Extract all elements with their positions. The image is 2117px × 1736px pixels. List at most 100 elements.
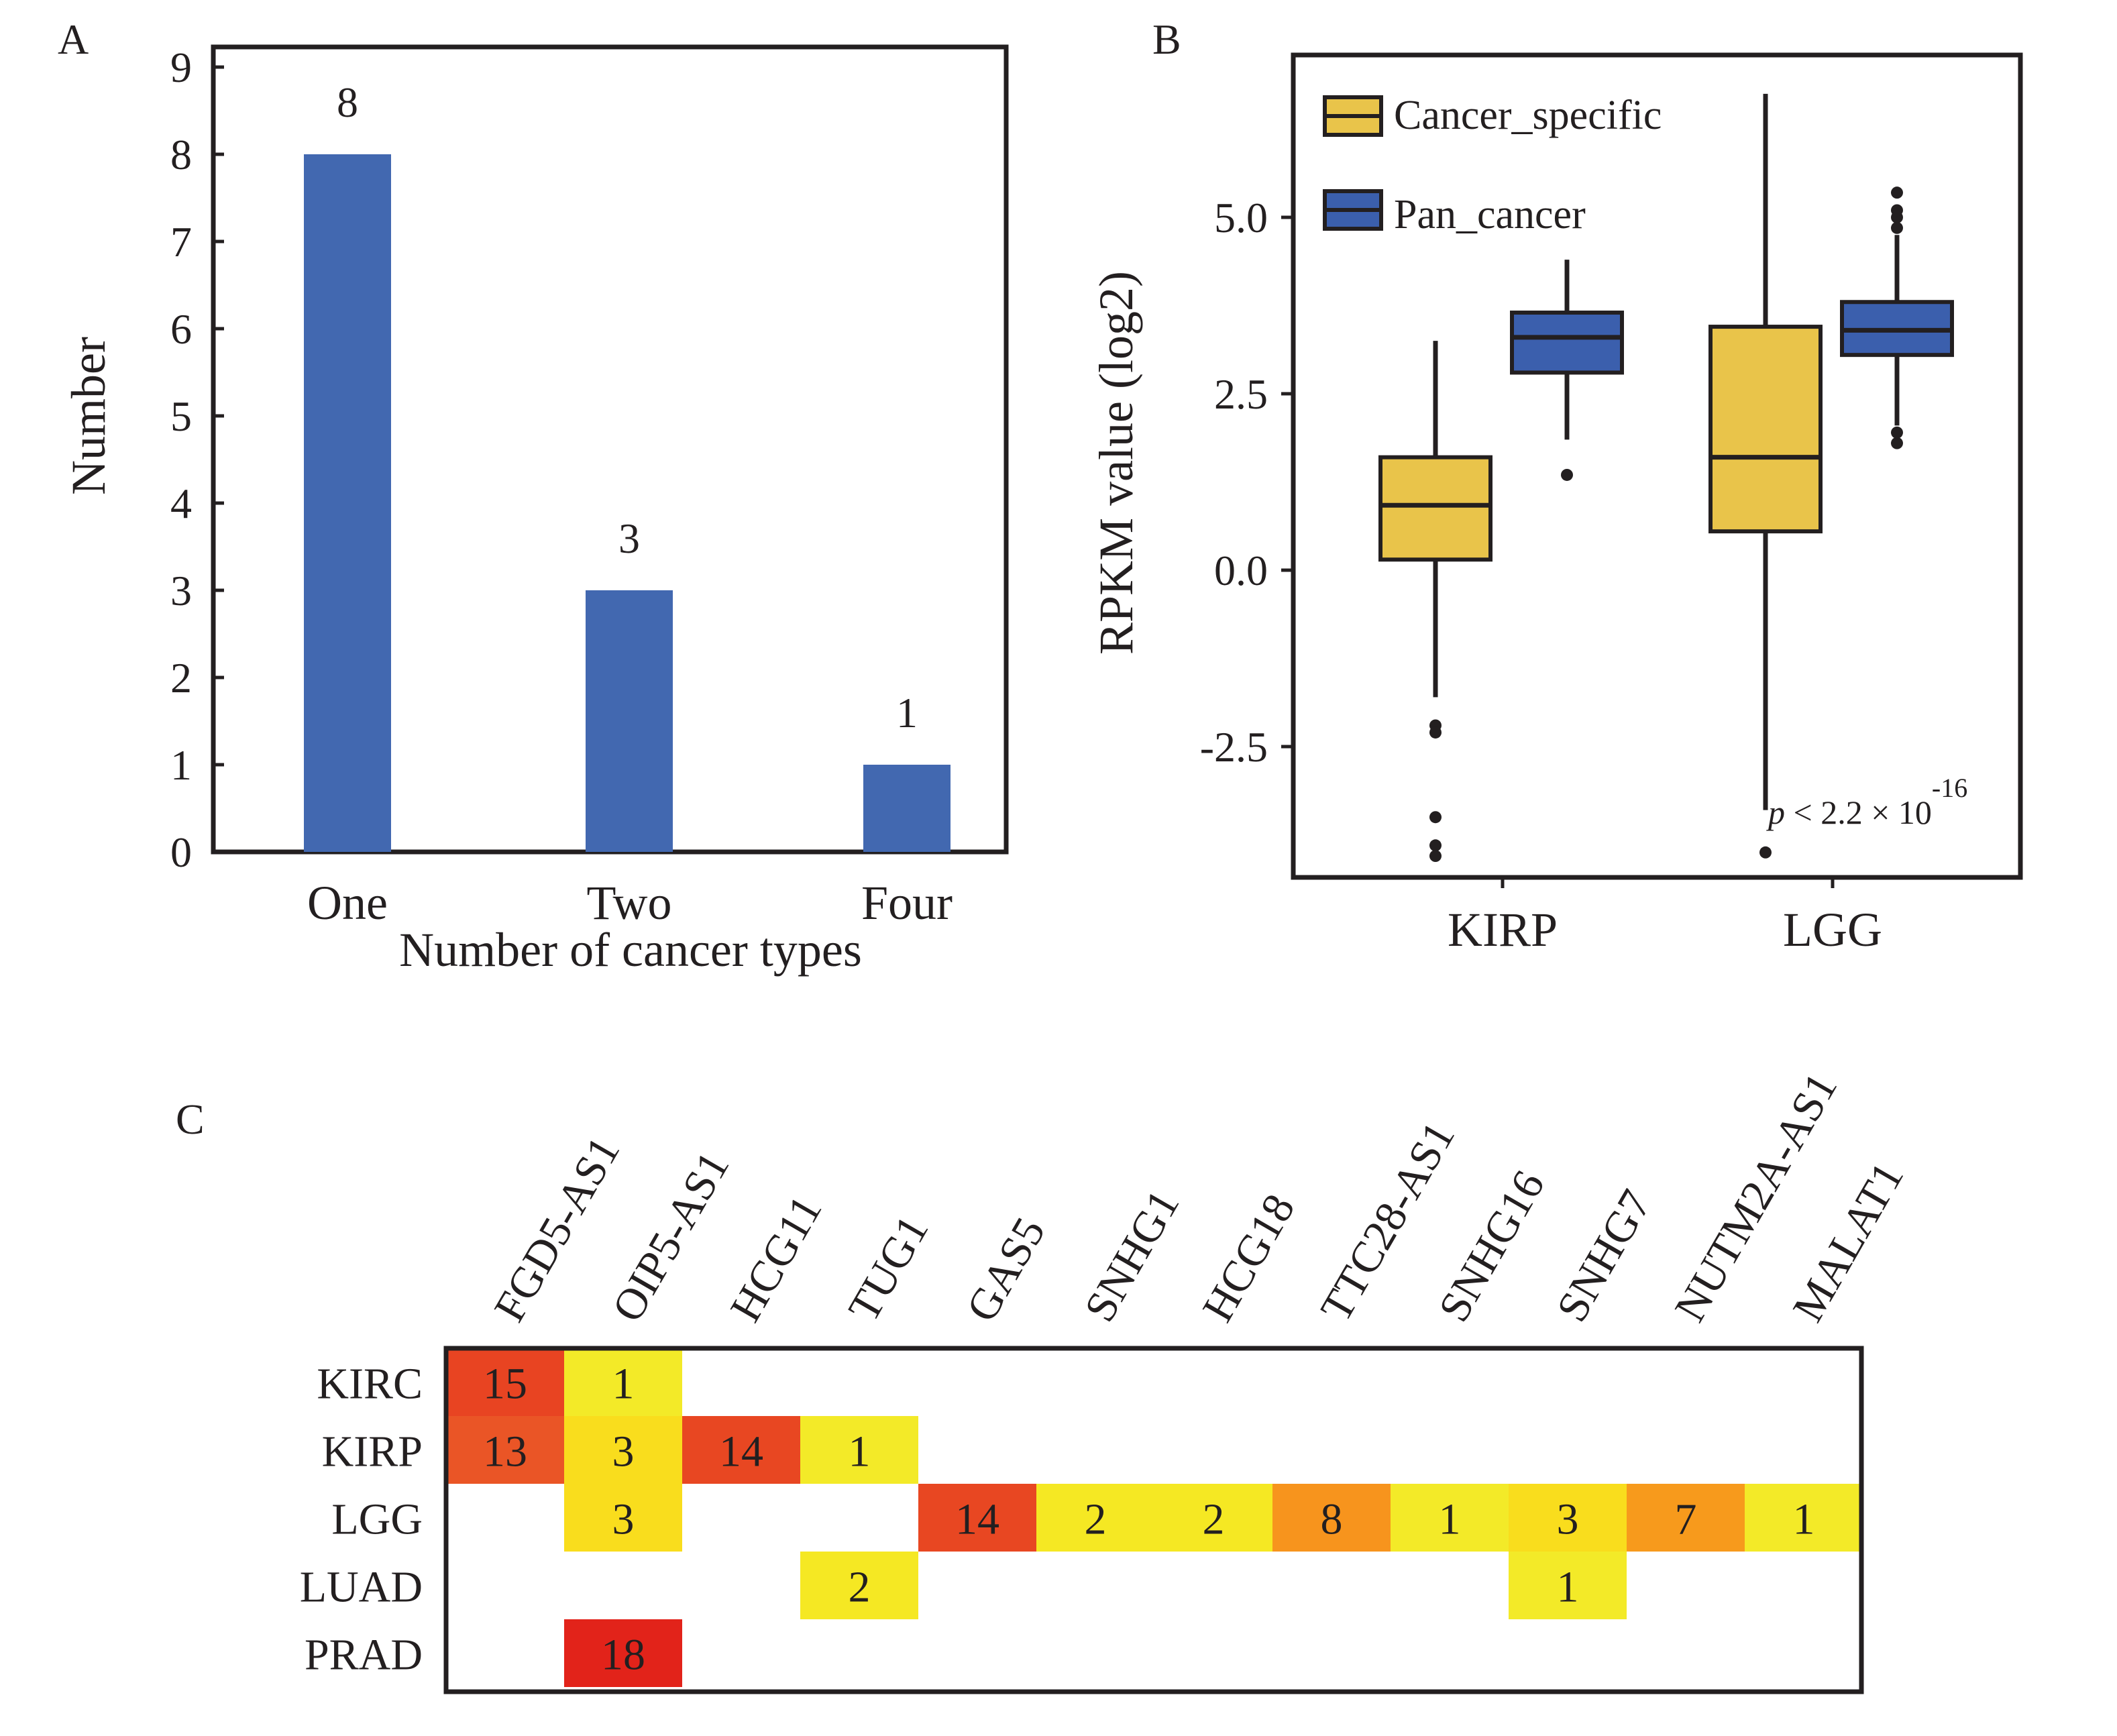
outlier-point [1429, 839, 1442, 852]
heatmap-cell-value: 8 [1321, 1495, 1343, 1544]
heatmap-cell [800, 1552, 918, 1619]
legend-label-pan-cancer: Pan_cancer [1394, 192, 1586, 237]
heatmap-cell [564, 1619, 682, 1687]
bar-value-label: 8 [337, 78, 358, 126]
outlier-point [1891, 186, 1903, 199]
panel-b-y-axis: -2.5 0.0 2.5 5.0 [1200, 194, 1293, 771]
panel-a-value-labels: 8 3 1 [337, 78, 918, 737]
panel-a-y-axis: 0 1 2 3 4 5 6 7 8 9 [170, 44, 224, 876]
b-ytick-label: 0.0 [1214, 547, 1268, 594]
b-xtick-label: KIRP [1448, 903, 1558, 957]
heatmap-cell [682, 1416, 800, 1484]
b-ytick-label: 5.0 [1214, 194, 1268, 241]
heatmap-row-label: KIRC [317, 1360, 423, 1409]
heatmap-column-label: HCG18 [1193, 1186, 1305, 1330]
outlier-point [1891, 204, 1903, 217]
panel-a-bar-chart: 0 1 2 3 4 5 6 7 8 9 8 3 1 One Two Four Number of canc… [62, 44, 1009, 977]
panel-label-b: B [1152, 15, 1181, 63]
heatmap-row-label: LUAD [300, 1563, 423, 1612]
panel-b-boxes [1378, 93, 1954, 863]
legend-label-cancer-specific: Cancer_specific [1394, 93, 1662, 138]
heatmap-cells: 15 113 3 14 13 14 2 2 8 1 3 7 12 118 [446, 1348, 1863, 1687]
a-xtick-label: Four [861, 876, 953, 930]
heatmap-cell-value: 1 [1557, 1563, 1579, 1612]
outlier-point [1429, 726, 1442, 739]
b-ytick-label: -2.5 [1200, 723, 1268, 771]
outlier-point [1429, 850, 1442, 863]
heatmap-cell-value: 7 [1675, 1495, 1697, 1544]
panel-b-frame [1291, 52, 2023, 880]
b-xtick-label: LGG [1783, 903, 1882, 957]
heatmap-cell [1036, 1484, 1154, 1552]
heatmap-cell-value: 3 [612, 1427, 635, 1476]
outlier-point [1429, 811, 1442, 824]
panel-c-heatmap: 15 113 3 14 13 14 2 2 8 1 3 7 12 118 KIRCKIRPLGGLUADP… [300, 1065, 1913, 1694]
heatmap-cell-value: 1 [849, 1427, 871, 1476]
heatmap-column-label: SNHG7 [1548, 1182, 1662, 1330]
heatmap-row-label: KIRP [322, 1427, 423, 1476]
heatmap-column-label: MALAT1 [1784, 1154, 1913, 1330]
a-ytick-label: 1 [170, 741, 192, 789]
heatmap-cell-value: 2 [849, 1563, 871, 1612]
heatmap-cell-value: 18 [601, 1631, 645, 1680]
heatmap-cell-value: 2 [1085, 1495, 1107, 1544]
box-iqr [1708, 325, 1823, 534]
heatmap-cell-value: 1 [1439, 1495, 1461, 1544]
heatmap-cell [564, 1348, 682, 1416]
heatmap-cell [564, 1484, 682, 1552]
heatmap-cell [446, 1348, 564, 1416]
heatmap-cell [564, 1416, 682, 1484]
a-ytick-label: 9 [170, 44, 192, 91]
heatmap-column-label: OIP5-AS1 [603, 1144, 739, 1330]
panel-label-a: A [58, 15, 89, 63]
heatmap-cell [1391, 1484, 1509, 1552]
bar-value-label: 3 [618, 514, 640, 562]
heatmap-row-label: LGG [331, 1495, 423, 1544]
a-ytick-label: 5 [170, 392, 192, 440]
bar-one [304, 154, 391, 852]
a-ytick-label: 0 [170, 828, 192, 876]
a-ytick-label: 4 [170, 480, 192, 527]
panel-a-bars [304, 154, 951, 852]
heatmap-cell [1509, 1552, 1627, 1619]
heatmap-frame [443, 1346, 1864, 1694]
heatmap-cell [918, 1484, 1036, 1552]
bar-value-label: 1 [896, 689, 918, 737]
heatmap-cell-value: 14 [955, 1495, 999, 1544]
heatmap-cell-value: 3 [1557, 1495, 1579, 1544]
panel-a-ylabel: Number [62, 337, 115, 495]
heatmap-column-label: TUG1 [839, 1207, 938, 1330]
heatmap-column-label: SNHG1 [1075, 1182, 1189, 1330]
heatmap-cell [800, 1416, 918, 1484]
a-ytick-label: 2 [170, 654, 192, 702]
a-xtick-label: One [307, 876, 388, 930]
panel-b-legend: Cancer_specific Pan_cancer [1323, 93, 1662, 237]
panel-a-x-axis: One Two Four [307, 876, 953, 930]
panel-b-box-plot: -2.50.02.55.0 KIRP LGG RPKM value (log2) … [1089, 52, 2023, 957]
a-xtick-label: Two [587, 876, 672, 930]
box-iqr [1510, 311, 1624, 375]
box-pan-cancer-kirp [1510, 260, 1624, 481]
outlier-point [1759, 846, 1772, 859]
panel-b-ylabel: RPKM value (log2) [1089, 271, 1143, 655]
heatmap-cell [446, 1416, 564, 1484]
heatmap-cell [1154, 1484, 1272, 1552]
outlier-point [1891, 221, 1903, 234]
a-ytick-label: 3 [170, 567, 192, 614]
heatmap-row-labels: KIRC KIRP LGG LUAD PRAD [300, 1360, 423, 1680]
heatmap-cell [1627, 1484, 1745, 1552]
heatmap-cell-value: 3 [612, 1495, 635, 1544]
panel-b-x-axis: KIRP LGG [1448, 877, 1882, 957]
bar-two [586, 590, 673, 852]
outlier-point [1561, 468, 1573, 481]
heatmap-cell [1509, 1484, 1627, 1552]
outlier-point [1891, 437, 1903, 449]
box-pan-cancer-lgg [1840, 186, 1954, 449]
heatmap-cell [1745, 1484, 1863, 1552]
box-iqr [1378, 455, 1492, 562]
panel-a-xlabel: Number of cancer types [399, 923, 862, 977]
heatmap-cell-value: 15 [483, 1360, 527, 1409]
p-value-annotation: p < 2.2 × 10-16 [1766, 773, 1967, 831]
b-ytick-label: 2.5 [1214, 370, 1268, 418]
